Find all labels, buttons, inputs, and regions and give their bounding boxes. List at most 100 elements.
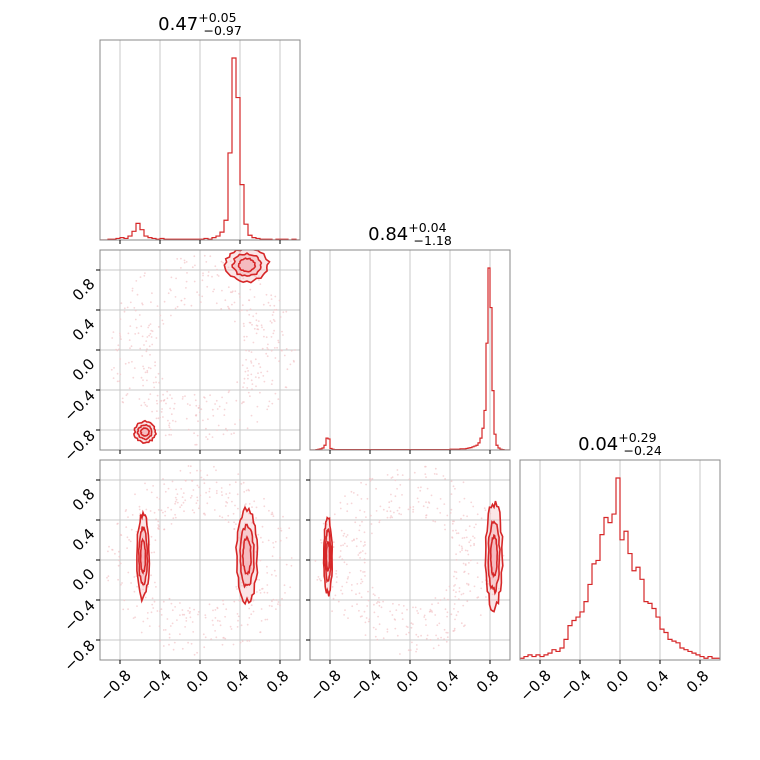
sample-point xyxy=(469,539,472,542)
sample-point xyxy=(220,487,223,489)
sample-point xyxy=(429,639,432,641)
sample-point xyxy=(138,398,141,400)
sample-point xyxy=(379,505,382,508)
sample-point xyxy=(221,494,224,496)
sample-point xyxy=(227,391,230,394)
sample-point xyxy=(273,320,276,322)
sample-point xyxy=(118,550,120,553)
sample-point xyxy=(211,436,214,438)
sample-point xyxy=(415,650,417,653)
sample-point xyxy=(400,513,402,516)
sample-point xyxy=(366,605,369,607)
sample-point xyxy=(369,514,372,517)
density-contours xyxy=(133,250,271,444)
sample-point xyxy=(345,581,348,584)
sample-point xyxy=(119,373,122,376)
sample-point xyxy=(198,404,201,407)
sample-point xyxy=(377,600,379,603)
sample-point xyxy=(196,651,199,654)
sample-point xyxy=(191,266,194,269)
sample-point xyxy=(463,536,466,539)
sample-point xyxy=(206,502,209,505)
sample-point xyxy=(382,508,385,511)
sample-point xyxy=(391,614,394,616)
sample-point xyxy=(166,397,169,400)
y-tick-label: 0.8 xyxy=(69,485,99,515)
sample-point xyxy=(460,545,463,548)
sample-point xyxy=(179,469,182,472)
sample-point xyxy=(347,617,349,619)
sample-point xyxy=(417,612,419,615)
sample-point xyxy=(245,349,248,352)
sample-point xyxy=(199,469,202,472)
sample-point xyxy=(151,292,153,295)
sample-point xyxy=(240,483,243,485)
sample-point xyxy=(452,630,455,632)
sample-point xyxy=(266,572,269,574)
sample-point xyxy=(220,308,223,310)
sample-point xyxy=(457,598,460,601)
sample-point xyxy=(191,479,193,482)
sample-point xyxy=(402,605,405,607)
sample-point xyxy=(146,617,149,620)
sample-point xyxy=(174,606,177,608)
sample-point xyxy=(439,512,442,514)
sample-point xyxy=(386,516,389,519)
sample-point xyxy=(242,401,244,403)
sample-point xyxy=(170,434,173,436)
sample-point xyxy=(215,481,218,484)
sample-point xyxy=(407,649,410,652)
sample-point xyxy=(166,269,168,271)
sample-point xyxy=(205,436,208,438)
sample-point xyxy=(401,474,404,476)
sample-point xyxy=(423,616,426,618)
sample-point xyxy=(407,508,410,511)
sample-point xyxy=(228,483,231,486)
sample-point xyxy=(121,401,124,403)
sample-point xyxy=(142,588,145,591)
sample-point xyxy=(185,287,187,289)
sample-point xyxy=(358,609,360,612)
sample-point xyxy=(185,617,188,619)
sample-point xyxy=(202,274,204,277)
x-tick-label: 0.4 xyxy=(643,667,673,697)
sample-point xyxy=(231,290,234,293)
sample-point xyxy=(175,277,178,280)
sample-point xyxy=(221,396,224,399)
sample-point xyxy=(414,606,417,609)
sample-point xyxy=(200,476,203,479)
sample-point xyxy=(204,616,207,619)
sample-point xyxy=(461,547,464,550)
sample-point xyxy=(286,368,289,371)
sample-point xyxy=(161,319,164,322)
sample-point xyxy=(238,310,241,312)
sample-point xyxy=(343,561,346,564)
sample-point xyxy=(216,429,218,431)
sample-point xyxy=(150,574,153,577)
x-tick-label: −0.8 xyxy=(306,666,344,704)
sample-point xyxy=(290,557,293,559)
density-contour xyxy=(489,533,499,579)
sample-point xyxy=(466,582,468,585)
sample-point xyxy=(282,515,284,518)
sample-point xyxy=(226,429,229,432)
sample-point xyxy=(202,272,204,275)
sample-point xyxy=(277,603,279,605)
sample-point xyxy=(233,600,236,603)
sample-point xyxy=(187,609,190,612)
sample-point xyxy=(363,610,366,613)
sample-point xyxy=(152,607,155,609)
sample-point xyxy=(469,590,472,592)
sample-point xyxy=(133,367,136,369)
sample-point xyxy=(243,335,246,338)
sample-point xyxy=(183,613,186,616)
sample-point xyxy=(153,511,156,514)
sample-point xyxy=(162,629,165,631)
sample-point xyxy=(277,339,280,342)
sample-point xyxy=(455,577,458,580)
sample-point xyxy=(445,589,448,592)
sample-point xyxy=(268,509,270,512)
histogram-panel-param-1: 0.47+0.05 −0.97 xyxy=(99,10,301,244)
sample-point xyxy=(335,581,338,584)
sample-point xyxy=(156,305,159,307)
